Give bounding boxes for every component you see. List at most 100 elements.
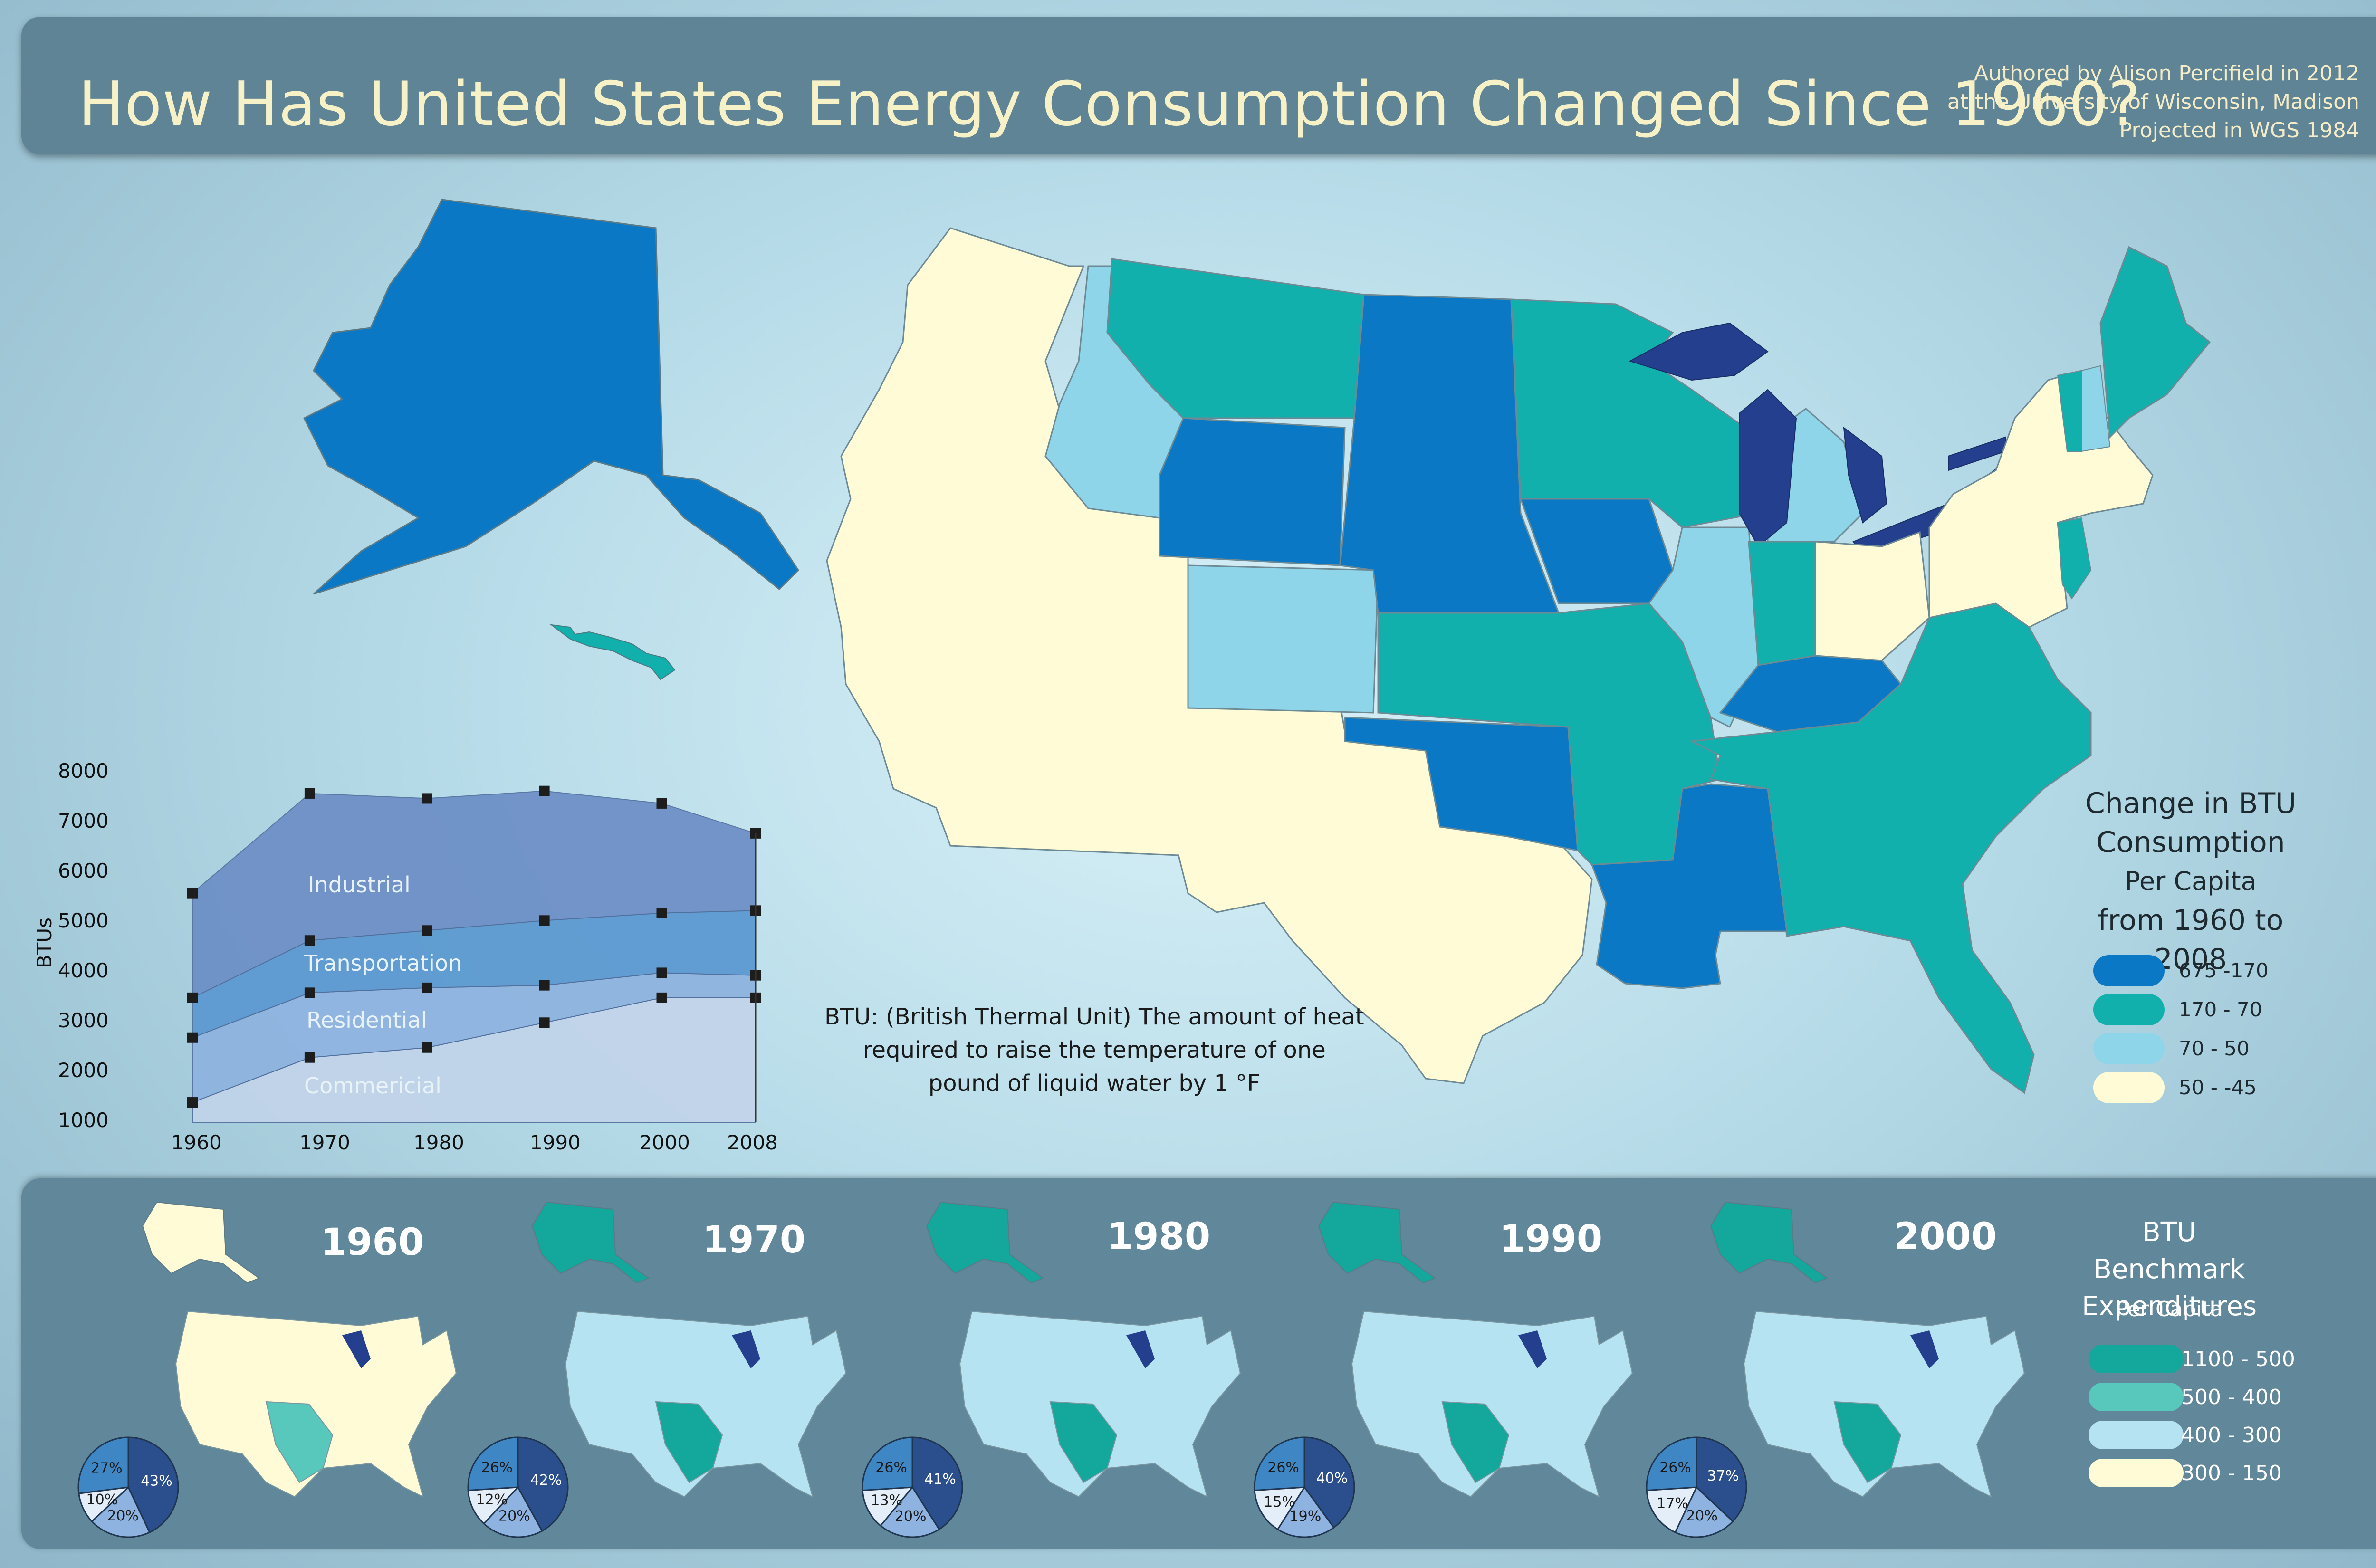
mini-us-map — [959, 1310, 1241, 1498]
mini-great-lakes — [1126, 1330, 1155, 1368]
year-label-1960: 1960 — [321, 1221, 424, 1264]
data-point-marker — [539, 1017, 550, 1028]
data-point-marker — [422, 793, 432, 804]
pie-slice — [879, 1486, 940, 1538]
pie-slice — [1696, 1436, 1747, 1523]
mini-alaska — [1710, 1201, 1829, 1284]
pie-slice — [467, 1436, 519, 1492]
y-tick-label: 5000 — [58, 909, 109, 932]
bm-swatch-400-300 — [2089, 1421, 2184, 1449]
data-point-marker — [187, 1097, 198, 1108]
data-point-marker — [422, 982, 432, 993]
pie-slice-label: 17% — [1657, 1495, 1688, 1512]
year-label-1980: 1980 — [1107, 1215, 1211, 1258]
definition-line-2: required to raise the temperature of one — [862, 1037, 1326, 1063]
pie-slice — [77, 1436, 129, 1494]
bm-swatch-300-150 — [2089, 1459, 2184, 1487]
btu-area-chart — [187, 785, 761, 1123]
series-label-residential: Residential — [307, 1007, 427, 1033]
pie-slice-label: 40% — [1316, 1470, 1348, 1487]
data-point-marker — [304, 1052, 315, 1063]
mini-us-map — [1743, 1310, 2025, 1498]
state-new-hampshire — [2081, 365, 2111, 452]
pie-slice-label: 43% — [141, 1473, 172, 1490]
mini-alaska — [531, 1201, 650, 1284]
x-tick-label: 2008 — [727, 1131, 778, 1154]
title-bar: How Has United States Energy Consumption… — [21, 17, 2376, 154]
pie-slice — [91, 1486, 151, 1538]
year-label-2000: 2000 — [1894, 1215, 1997, 1258]
benchmark-legend-title: BTU Benchmark Expenditures — [2069, 1214, 2269, 1325]
pie-slice — [1674, 1486, 1734, 1538]
data-point-marker — [304, 987, 315, 998]
year-label-1990: 1990 — [1499, 1218, 1603, 1261]
data-point-marker — [539, 980, 550, 991]
legend-label-170-70: 170 - 70 — [2179, 998, 2262, 1021]
pie-slice-label: 12% — [476, 1492, 508, 1508]
data-point-marker — [539, 785, 550, 796]
data-point-marker — [656, 798, 667, 809]
pie-slice-label: 19% — [1290, 1508, 1322, 1525]
bm-swatch-1100-500 — [2089, 1345, 2184, 1373]
pie-slice-label: 26% — [875, 1459, 907, 1476]
state-gulf-dark — [1590, 783, 1788, 989]
legend-label-50-neg45: 50 - -45 — [2179, 1076, 2257, 1099]
data-point-marker — [304, 788, 315, 799]
pie-slice-label: 20% — [1686, 1508, 1718, 1524]
pie-slice — [1303, 1436, 1355, 1529]
pie-slice-label: 37% — [1707, 1468, 1739, 1484]
data-point-marker — [187, 1032, 198, 1043]
map-title: How Has United States Energy Consumption… — [78, 69, 2141, 140]
mini-great-lakes — [342, 1330, 371, 1368]
legend-title-line-1: Change in BTU — [2085, 787, 2297, 820]
mini-maps-group — [142, 1201, 2025, 1498]
pie-slice-label: 10% — [86, 1492, 118, 1508]
pie-slice — [482, 1486, 543, 1538]
y-tick-label: 2000 — [58, 1059, 109, 1082]
data-point-marker — [304, 935, 315, 946]
credit-institution: at the University of Wisconsin, Madison — [1947, 90, 2359, 114]
data-point-marker — [656, 992, 667, 1003]
chart-layer — [187, 785, 761, 1123]
pie-slice — [862, 1436, 913, 1492]
pie-slice-label: 20% — [498, 1508, 530, 1524]
mini-great-lakes — [1518, 1330, 1547, 1368]
mini-alaska — [926, 1201, 1044, 1284]
credit-projection: Projected in WGS 1984 — [2119, 118, 2359, 143]
bm-label-300-150: 300 - 150 — [2181, 1461, 2282, 1485]
data-point-marker — [187, 888, 198, 899]
bm-label-1100-500: 1100 - 500 — [2181, 1347, 2295, 1371]
pie-slice-label: 42% — [530, 1472, 562, 1489]
pie-slice-label: 26% — [1659, 1459, 1691, 1476]
y-tick-label: 4000 — [58, 959, 109, 982]
data-point-marker — [656, 908, 667, 918]
state-new-jersey — [2057, 517, 2092, 600]
legend-swatch-70-50 — [2093, 1033, 2165, 1064]
year-label-1970: 1970 — [702, 1219, 806, 1262]
pie-slice — [127, 1436, 179, 1534]
pie-slice — [1254, 1486, 1306, 1530]
pie-slice-label: 41% — [924, 1471, 956, 1488]
y-tick-label: 1000 — [58, 1109, 109, 1132]
legend-title-line-2: Consumption — [2096, 826, 2285, 859]
legend-swatch-170-70 — [2093, 994, 2165, 1025]
mini-us-map — [1351, 1310, 1633, 1498]
legend-label-675-170: 675 -170 — [2179, 959, 2269, 982]
state-alaska — [303, 199, 799, 595]
pie-slice-label: 26% — [1267, 1459, 1299, 1476]
mini-alaska — [1318, 1201, 1437, 1284]
benchmark-title-line-2: Expenditures — [2082, 1291, 2257, 1322]
legend-swatch-675-170 — [2093, 955, 2165, 986]
state-colorado — [1187, 564, 1379, 714]
data-point-marker — [422, 925, 432, 936]
legend-label-70-50: 70 - 50 — [2179, 1037, 2250, 1060]
x-tick-label: 1960 — [171, 1131, 222, 1154]
pie-slice — [467, 1486, 520, 1525]
data-point-marker — [422, 1042, 432, 1053]
credits: Authored by Alison Percifield in 2012 at… — [1947, 59, 2359, 145]
credit-author: Authored by Alison Percifield in 2012 — [1974, 61, 2359, 86]
series-label-commercial: Commericial — [304, 1073, 441, 1099]
series-label-transportation: Transportation — [304, 950, 462, 976]
